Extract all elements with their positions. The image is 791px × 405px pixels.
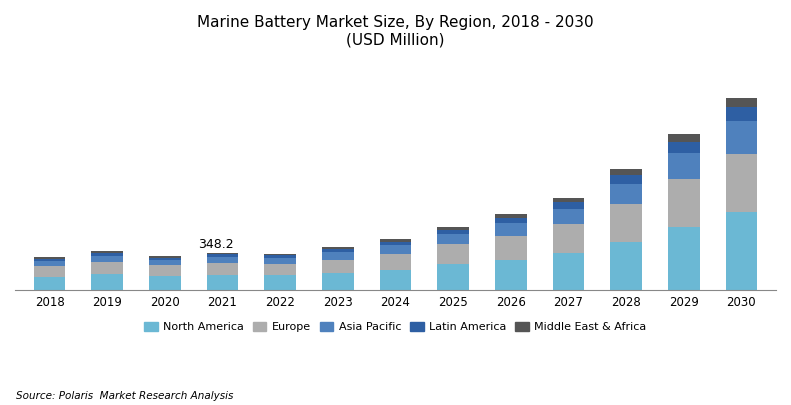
Bar — [437, 244, 469, 264]
Legend: North America, Europe, Asia Pacific, Latin America, Middle East & Africa: North America, Europe, Asia Pacific, Lat… — [140, 318, 651, 337]
Bar — [34, 277, 66, 290]
Bar — [610, 242, 642, 290]
Bar — [380, 254, 411, 270]
Bar — [322, 247, 354, 249]
Bar — [668, 153, 699, 179]
Bar — [725, 212, 757, 290]
Bar — [668, 228, 699, 290]
Bar — [610, 175, 642, 184]
Bar — [380, 242, 411, 245]
Bar — [149, 256, 181, 258]
Bar — [92, 253, 123, 256]
Bar — [495, 260, 527, 290]
Bar — [725, 121, 757, 153]
Bar — [264, 275, 296, 290]
Text: Source: Polaris  Market Research Analysis: Source: Polaris Market Research Analysis — [16, 391, 233, 401]
Bar — [610, 169, 642, 175]
Text: 348.2: 348.2 — [199, 239, 234, 252]
Bar — [34, 261, 66, 266]
Bar — [322, 252, 354, 260]
Bar — [725, 107, 757, 121]
Bar — [610, 184, 642, 204]
Bar — [553, 198, 585, 202]
Bar — [149, 276, 181, 290]
Bar — [437, 227, 469, 230]
Bar — [206, 275, 238, 290]
Bar — [437, 234, 469, 244]
Bar — [553, 202, 585, 209]
Bar — [322, 249, 354, 252]
Bar — [668, 142, 699, 153]
Bar — [437, 264, 469, 290]
Bar — [322, 273, 354, 290]
Bar — [92, 251, 123, 253]
Bar — [92, 275, 123, 290]
Bar — [668, 179, 699, 228]
Bar — [495, 236, 527, 260]
Bar — [495, 217, 527, 223]
Bar — [322, 260, 354, 273]
Bar — [264, 254, 296, 255]
Bar — [725, 153, 757, 212]
Bar — [149, 266, 181, 276]
Bar — [149, 258, 181, 260]
Bar — [725, 98, 757, 107]
Bar — [264, 258, 296, 264]
Bar — [34, 257, 66, 259]
Bar — [34, 266, 66, 277]
Bar — [206, 263, 238, 275]
Bar — [92, 256, 123, 262]
Bar — [610, 204, 642, 242]
Bar — [149, 260, 181, 266]
Bar — [668, 134, 699, 142]
Bar — [553, 209, 585, 224]
Bar — [495, 214, 527, 217]
Bar — [380, 270, 411, 290]
Bar — [206, 254, 238, 257]
Bar — [437, 230, 469, 234]
Title: Marine Battery Market Size, By Region, 2018 - 2030
(USD Million): Marine Battery Market Size, By Region, 2… — [197, 15, 594, 47]
Bar — [380, 245, 411, 254]
Bar — [34, 259, 66, 261]
Bar — [206, 253, 238, 254]
Bar — [92, 262, 123, 275]
Bar — [264, 264, 296, 275]
Bar — [264, 255, 296, 258]
Bar — [553, 253, 585, 290]
Bar — [495, 223, 527, 236]
Bar — [380, 239, 411, 242]
Bar — [553, 224, 585, 253]
Bar — [206, 257, 238, 263]
